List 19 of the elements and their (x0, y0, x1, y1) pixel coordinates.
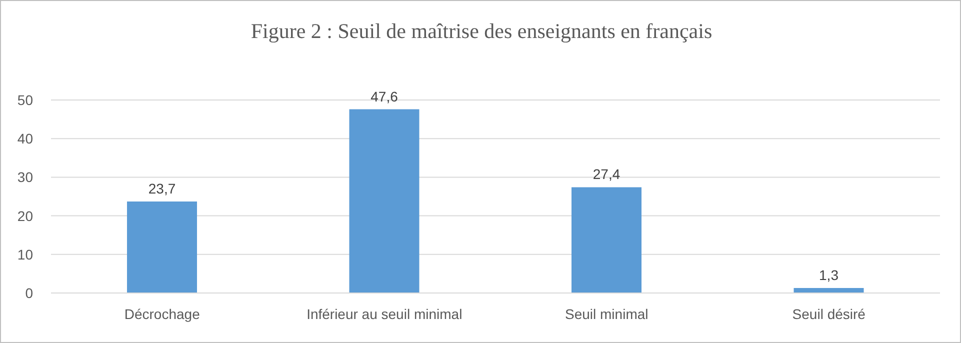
x-tick-label: Seuil désiré (792, 306, 866, 322)
data-label: 27,4 (592, 166, 620, 182)
bar (349, 109, 420, 293)
y-tick-label: 20 (17, 208, 34, 224)
y-tick-label: 10 (17, 246, 34, 262)
bar (794, 288, 864, 293)
x-tick-label: Décrochage (124, 306, 200, 322)
y-tick-label: 40 (17, 130, 34, 147)
x-tick-label: Inférieur au seuil minimal (306, 306, 462, 322)
y-tick-label: 0 (25, 284, 34, 301)
y-tick-label: 30 (17, 169, 34, 186)
bar (572, 187, 642, 293)
y-tick-label: 50 (17, 92, 34, 108)
chart-title: Figure 2 : Seuil de maîtrise des enseignants en français (250, 19, 714, 44)
x-tick-label: Seuil minimal (565, 306, 648, 322)
data-label: 47,6 (370, 88, 398, 104)
bar (127, 202, 197, 293)
data-label: 23,7 (148, 180, 176, 197)
data-label: 1,3 (819, 266, 839, 283)
